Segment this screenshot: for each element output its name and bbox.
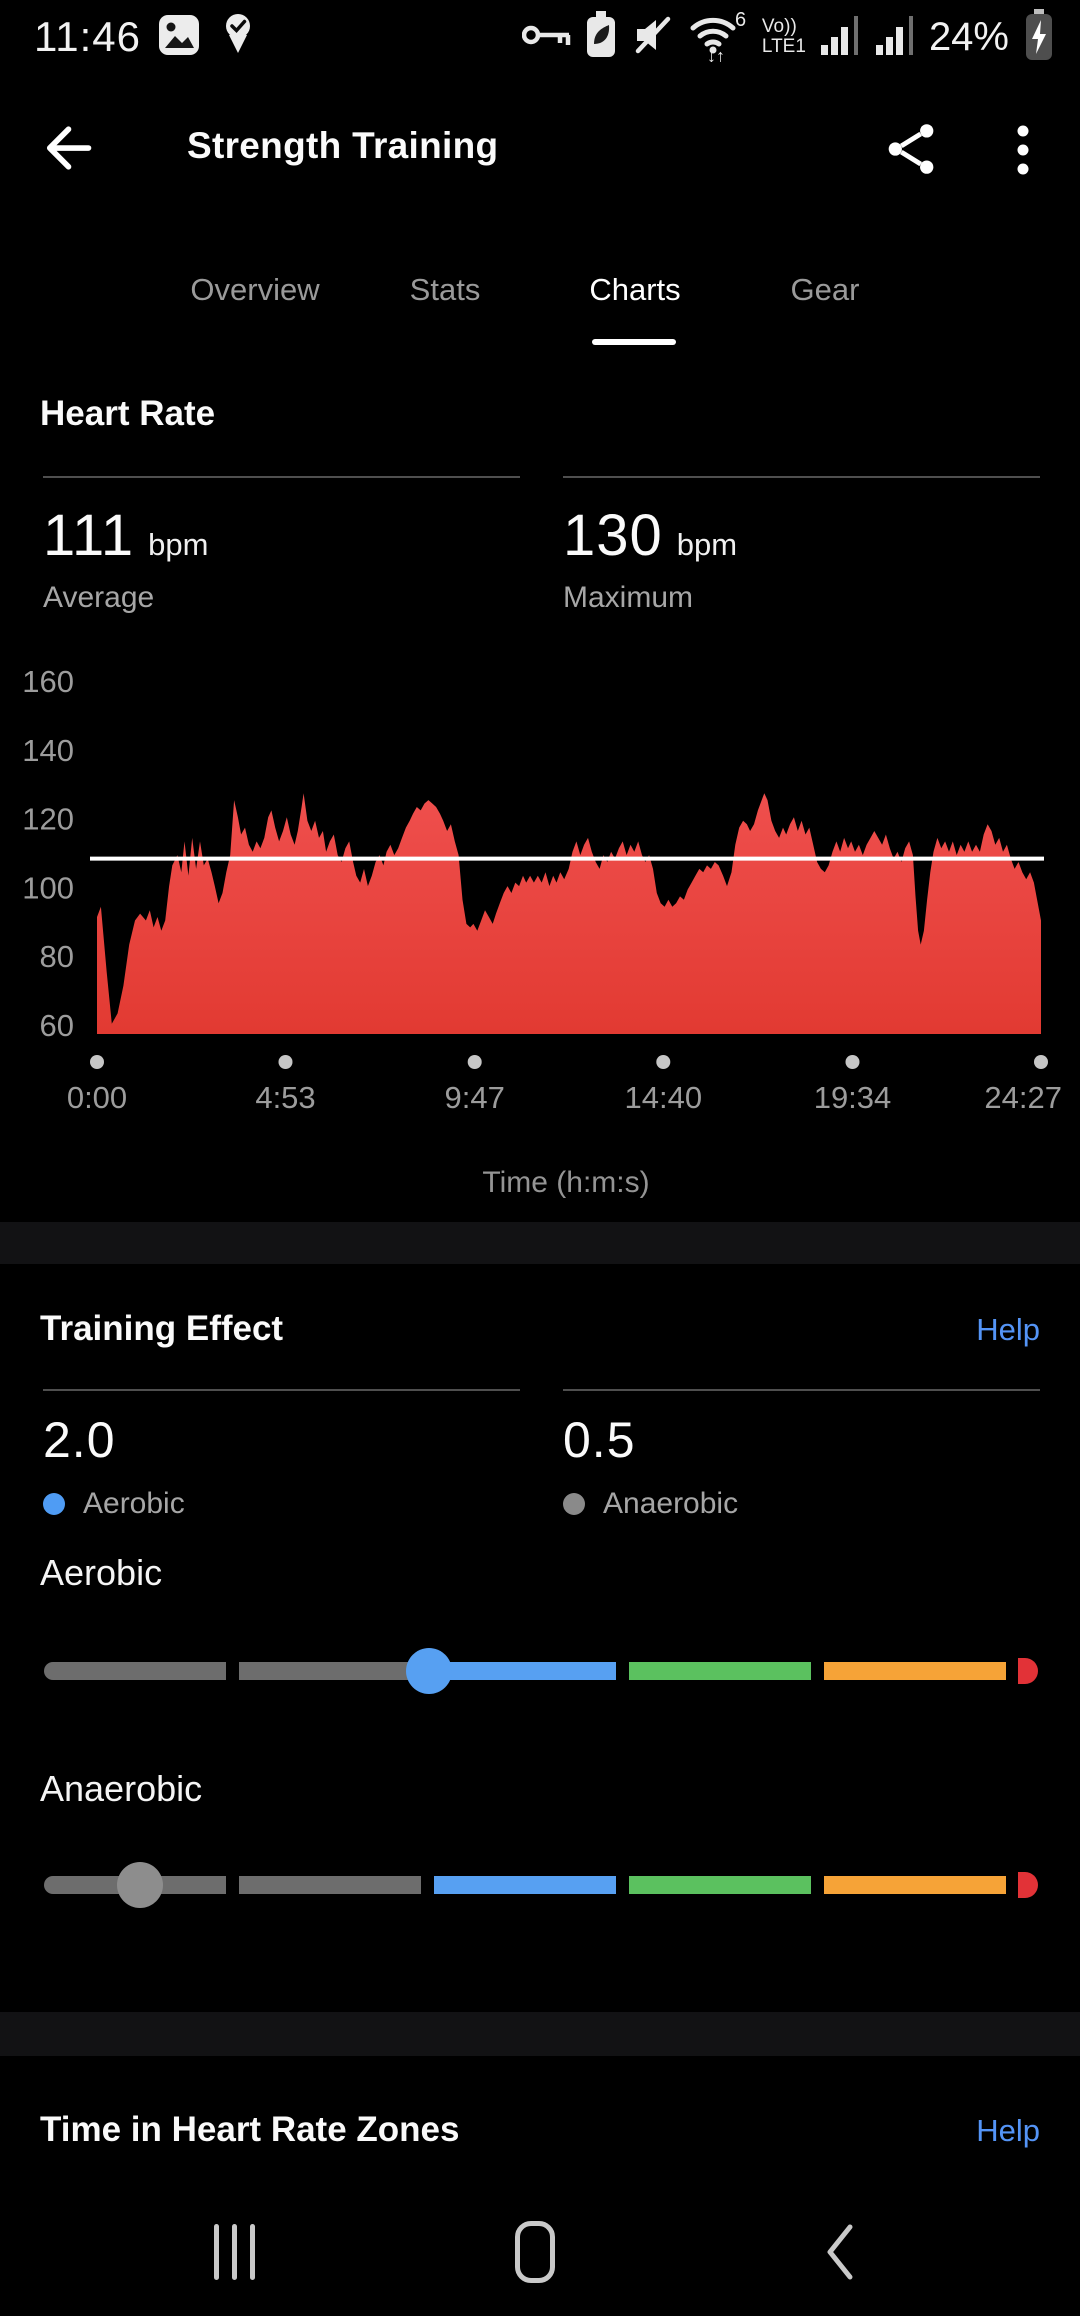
hr-zones-help-link[interactable]: Help <box>976 2113 1040 2148</box>
te-scale-segment <box>239 1876 421 1894</box>
hr-average-label: Average <box>43 581 155 614</box>
te-anaerobic-label: Anaerobic <box>603 1487 739 1520</box>
battery-saver-icon <box>585 10 617 64</box>
x-axis-tick-label: 24:27 <box>984 1080 1062 1115</box>
aerobic-slider-label: Aerobic <box>40 1552 163 1593</box>
divider <box>563 476 1040 478</box>
te-scale-segment <box>44 1662 226 1680</box>
status-bar-right: 6 ↓↑ Vo)) LTE1 24% <box>521 8 1056 67</box>
slider-thumb[interactable] <box>405 1648 452 1694</box>
section-divider <box>0 1222 1080 1264</box>
x-axis-tick-dot <box>1034 1055 1048 1069</box>
location-check-icon <box>217 11 259 64</box>
x-axis-tick-dot <box>656 1055 671 1069</box>
x-axis-title: Time (h:m:s) <box>482 1166 649 1199</box>
te-aerobic-stat: 2.0 Aerobic <box>43 1389 520 1521</box>
y-axis-tick-label: 140 <box>22 733 74 768</box>
te-scale-segment <box>824 1662 1006 1680</box>
signal-bars-icon <box>819 13 861 62</box>
te-scale-segment <box>629 1662 811 1680</box>
volte-label: Vo)) LTE1 <box>761 16 806 57</box>
overflow-menu-icon[interactable] <box>1004 122 1042 178</box>
hr-area-series <box>97 793 1041 1034</box>
te-scale-segment <box>239 1662 421 1680</box>
anaerobic-dot-icon <box>563 1493 585 1515</box>
te-scale-end-cap <box>1018 1658 1038 1684</box>
aerobic-dot-icon <box>43 1493 65 1515</box>
hr-maximum-stat: 130 bpm Maximum <box>563 476 1040 615</box>
page-title: Strength Training <box>187 125 499 166</box>
wifi6-icon: 6 ↓↑ <box>687 8 749 67</box>
x-axis-tick-label: 19:34 <box>814 1080 892 1115</box>
training-effect-heading: Training Effect <box>40 1309 284 1348</box>
share-icon[interactable] <box>882 120 940 178</box>
key-icon <box>521 21 572 54</box>
back-button[interactable] <box>36 118 96 178</box>
signal-bars-icon <box>874 13 916 62</box>
slider-thumb[interactable] <box>117 1862 164 1908</box>
anaerobic-slider-label: Anaerobic <box>40 1768 203 1809</box>
mute-icon <box>630 13 674 62</box>
x-axis-tick-dot <box>278 1055 293 1069</box>
tab-bar: Overview Stats Charts Gear <box>160 262 920 318</box>
tab-stats[interactable]: Stats <box>409 272 481 307</box>
te-scale-segment <box>824 1876 1006 1894</box>
hr-average-unit: bpm <box>148 527 209 562</box>
clock: 11:46 <box>34 13 141 60</box>
training-effect-help-link[interactable]: Help <box>976 1312 1040 1347</box>
status-bar-left: 11:46 <box>34 11 259 64</box>
x-axis-tick-label: 9:47 <box>445 1080 505 1115</box>
te-aerobic-value: 2.0 <box>43 1412 116 1468</box>
gallery-icon <box>157 13 201 62</box>
te-scale-end-cap <box>1018 1872 1038 1898</box>
tab-charts[interactable]: Charts <box>589 272 681 307</box>
hr-average-value: 111 <box>43 503 135 568</box>
hr-zones-heading: Time in Heart Rate Zones <box>40 2110 460 2149</box>
x-axis-tick-label: 0:00 <box>67 1080 127 1115</box>
divider <box>563 1389 1040 1391</box>
recents-nav-button[interactable] <box>214 2224 255 2280</box>
x-axis-tick-dot <box>845 1055 860 1069</box>
x-axis-tick-label: 14:40 <box>625 1080 703 1115</box>
heart-rate-heading: Heart Rate <box>40 394 216 433</box>
y-axis-tick-label: 80 <box>40 939 74 974</box>
hr-maximum-value: 130 <box>563 503 663 568</box>
te-anaerobic-value: 0.5 <box>563 1412 636 1468</box>
battery-percent: 24% <box>928 14 1009 59</box>
active-tab-underline <box>592 339 676 345</box>
x-axis-tick-dot <box>467 1055 482 1069</box>
y-axis-tick-label: 60 <box>40 1008 74 1043</box>
anaerobic-te-slider[interactable] <box>0 1849 1080 1921</box>
status-bar: 11:46 <box>0 0 1080 70</box>
tab-gear[interactable]: Gear <box>790 272 860 307</box>
hr-chart-svg: 160 140 120 100 80 60 0:00 4:53 9:47 14:40 19:34 24… <box>22 664 1062 1199</box>
te-scale-segment <box>434 1876 616 1894</box>
back-nav-button[interactable] <box>824 2222 854 2287</box>
wifi-gen-label: 6 <box>735 9 746 31</box>
svg-text:↓↑: ↓↑ <box>707 46 725 62</box>
hr-maximum-label: Maximum <box>563 581 694 614</box>
te-scale-segment <box>629 1876 811 1894</box>
y-axis-tick-label: 160 <box>22 664 74 699</box>
heart-rate-chart[interactable]: 160 140 120 100 80 60 0:00 4:53 9:47 14:40 19:34 24… <box>0 640 1080 1200</box>
y-axis-tick-label: 120 <box>22 802 74 837</box>
divider <box>43 476 520 478</box>
home-nav-button[interactable] <box>515 2221 555 2283</box>
hr-maximum-unit: bpm <box>676 527 738 562</box>
section-divider <box>0 2012 1080 2056</box>
hr-average-stat: 111 bpm Average <box>43 476 520 615</box>
x-axis-tick-label: 4:53 <box>255 1080 315 1115</box>
tab-overview[interactable]: Overview <box>190 272 320 307</box>
te-scale-segment <box>434 1662 616 1680</box>
divider <box>43 1389 520 1391</box>
aerobic-te-slider[interactable] <box>0 1635 1080 1707</box>
battery-charging-icon <box>1022 8 1056 66</box>
y-axis-tick-label: 100 <box>22 870 74 905</box>
te-anaerobic-stat: 0.5 Anaerobic <box>563 1389 1040 1521</box>
x-axis-tick-dot <box>90 1055 104 1069</box>
te-aerobic-label: Aerobic <box>83 1487 185 1520</box>
